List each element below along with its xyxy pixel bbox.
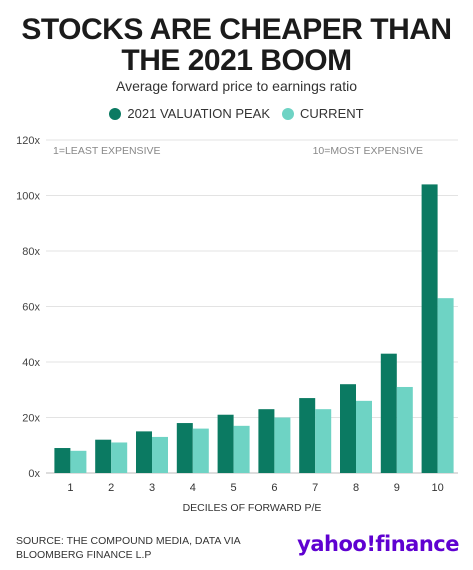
- source-note: SOURCE: THE COMPOUND MEDIA, DATA VIA BLO…: [16, 535, 241, 561]
- bar-current: [274, 417, 291, 473]
- x-tick-label: 1: [67, 482, 73, 494]
- annotation-most-expensive: 10=MOST EXPENSIVE: [313, 145, 423, 157]
- bars-layer: [54, 184, 454, 473]
- x-tick-label: 9: [394, 482, 400, 494]
- legend-swatch-peak: [109, 107, 122, 120]
- chart-subtitle: Average forward price to earnings ratio: [116, 78, 357, 94]
- bar-current: [192, 428, 209, 473]
- bar-peak: [258, 409, 275, 473]
- bar-current: [111, 442, 128, 473]
- legend-swatch-current: [282, 107, 295, 120]
- legend: 2021 VALUATION PEAK CURRENT: [0, 106, 473, 121]
- x-axis-label: DECILES OF FORWARD P/E: [183, 502, 322, 514]
- y-tick-label: 80x: [22, 246, 40, 258]
- x-tick-label: 3: [149, 482, 155, 494]
- y-tick-label: 40x: [22, 357, 40, 369]
- y-tick-label: 120x: [16, 135, 40, 147]
- legend-label-peak: 2021 VALUATION PEAK: [127, 106, 271, 121]
- y-tick-label: 60x: [22, 302, 40, 314]
- bar-peak: [136, 431, 152, 473]
- yahoo-finance-logo: yahoo!finance: [297, 532, 459, 556]
- legend-label-current: CURRENT: [300, 106, 364, 121]
- y-tick-label: 20x: [22, 413, 40, 425]
- bar-current: [437, 298, 454, 473]
- bar-peak: [380, 353, 397, 473]
- title-line-2: THE 2021 BOOM: [121, 44, 352, 77]
- bar-peak: [54, 448, 71, 473]
- legend-item-peak: 2021 VALUATION PEAK: [109, 106, 270, 121]
- x-tick-label: 10: [431, 482, 443, 494]
- bar-current: [233, 425, 250, 473]
- y-tick-label: 100x: [16, 191, 40, 203]
- x-tick-label: 2: [108, 482, 114, 494]
- bar-current: [152, 436, 168, 473]
- bar-peak: [176, 423, 193, 473]
- bar-chart: 0x 20x 40x 60x 80x 100x 120x 1=LEAST EXPENSIVE 1…: [16, 135, 458, 514]
- x-tick-label: 8: [353, 482, 359, 494]
- annotation-least-expensive: 1=LEAST EXPENSIVE: [53, 145, 161, 157]
- chart-title: STOCKS ARE CHEAPER THAN THE 2021 BOOM: [0, 14, 473, 76]
- bar-peak: [95, 439, 112, 473]
- bar-current: [356, 400, 372, 473]
- x-tick-label: 6: [271, 482, 277, 494]
- bar-peak: [299, 398, 316, 473]
- bar-current: [396, 386, 413, 473]
- x-tick-label: 5: [231, 482, 237, 494]
- legend-item-current: CURRENT: [282, 106, 364, 121]
- bar-peak: [217, 414, 234, 473]
- title-line-1: STOCKS ARE CHEAPER THAN: [21, 13, 452, 46]
- y-tick-label: 0x: [28, 468, 40, 480]
- bar-current: [315, 409, 332, 473]
- bar-current: [70, 450, 87, 473]
- bar-peak: [421, 184, 438, 473]
- x-tick-label: 4: [190, 482, 196, 494]
- x-tick-label: 7: [312, 482, 318, 494]
- labels-layer: 0x 20x 40x 60x 80x 100x 120x 1=LEAST EXPENSIVE 1…: [16, 135, 444, 514]
- bar-peak: [340, 384, 356, 473]
